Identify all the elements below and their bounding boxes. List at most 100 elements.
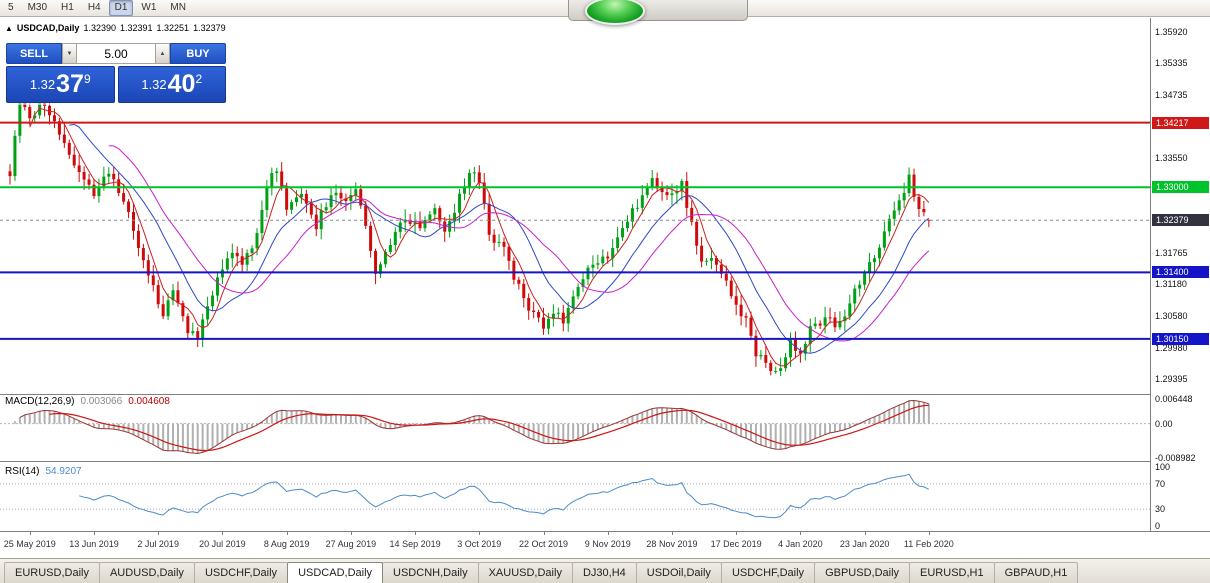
- chart-window: ▲ USDCAD,Daily 1.32390 1.32391 1.32251 1.3237…: [0, 18, 1210, 558]
- macd-axis-label: 0.00: [1155, 418, 1173, 429]
- rsi-value: 54.9207: [45, 466, 82, 477]
- price-axis-label: 1.30580: [1155, 310, 1188, 321]
- chart-tab-gbpaud-h1[interactable]: GBPAUD,H1: [993, 562, 1079, 583]
- timeframe-button-5[interactable]: 5: [2, 0, 20, 16]
- rsi-indicator-label: RSI(14) 54.9207: [5, 466, 82, 477]
- time-axis-label: 2 Jul 2019: [137, 539, 179, 549]
- time-axis-label: 17 Dec 2019: [710, 539, 762, 549]
- trade-panel-collapse-icon[interactable]: ▲: [5, 24, 13, 33]
- time-axis-tick: [671, 532, 673, 535]
- time-axis-tick: [286, 532, 288, 535]
- price-axis-label: 1.35920: [1155, 27, 1188, 37]
- buy-price-base: 1.32: [141, 77, 167, 92]
- chart-ohlc-header: ▲ USDCAD,Daily 1.32390 1.32391 1.32251 1.3237…: [5, 23, 230, 33]
- chart-tab-usdcnh-daily[interactable]: USDCNH,Daily: [382, 562, 479, 583]
- level-price-badge: 1.34217: [1152, 116, 1209, 129]
- overlay-tab: [568, 0, 748, 25]
- rsi-axis-label: 30: [1155, 504, 1166, 515]
- chart-tab-eurusd-daily[interactable]: EURUSD,Daily: [4, 562, 100, 583]
- chart-tab-usdcad-daily[interactable]: USDCAD,Daily: [287, 562, 384, 583]
- time-axis-label: 4 Jan 2020: [778, 539, 823, 549]
- sell-price-pips: 37: [56, 70, 84, 98]
- macd-name: MACD(12,26,9): [5, 396, 75, 407]
- time-axis-label: 13 Jun 2019: [69, 539, 119, 549]
- time-axis-label: 22 Oct 2019: [518, 539, 569, 549]
- symbol-label: USDCAD,Daily: [16, 23, 80, 33]
- chart-tab-usdchf-daily[interactable]: USDCHF,Daily: [193, 562, 289, 583]
- time-axis-tick: [415, 532, 417, 535]
- level-price-badge: 1.33000: [1152, 181, 1209, 194]
- buy-price-display[interactable]: 1.32 40 2: [117, 66, 226, 103]
- green-status-oval[interactable]: [585, 0, 645, 25]
- time-axis-label: 20 Jul 2019: [199, 539, 246, 549]
- time-axis-label: 28 Nov 2019: [646, 539, 698, 549]
- chart-tab-eurusd-h1[interactable]: EURUSD,H1: [909, 562, 995, 583]
- macd-axis-label: -0.008982: [1155, 453, 1196, 463]
- time-axis-tick: [350, 532, 352, 535]
- rsi-axis-label: 0: [1155, 521, 1161, 531]
- timeframe-button-d1[interactable]: D1: [108, 0, 134, 16]
- level-price-badge: 1.30150: [1152, 332, 1209, 345]
- price-axis-label: 1.33550: [1155, 153, 1188, 164]
- buy-button[interactable]: BUY: [170, 43, 226, 64]
- macd-signal-value: 0.004608: [128, 396, 170, 407]
- low-value: 1.32251: [156, 23, 190, 33]
- time-axis-tick: [928, 532, 930, 535]
- timeframe-button-h1[interactable]: H1: [55, 0, 80, 16]
- ma-line-5: [29, 107, 930, 367]
- time-axis-tick: [93, 532, 95, 535]
- time-axis-tick: [479, 532, 481, 535]
- time-axis-label: 14 Sep 2019: [389, 539, 441, 549]
- chart-tab-audusd-daily[interactable]: AUDUSD,Daily: [98, 562, 195, 583]
- timeframe-button-m30[interactable]: M30: [22, 0, 53, 16]
- chart-tab-usdchf-daily[interactable]: USDCHF,Daily: [720, 562, 816, 583]
- timeframe-button-w1[interactable]: W1: [135, 0, 162, 16]
- sell-price-point: 9: [83, 72, 91, 86]
- price-axis-label: 1.29980: [1155, 342, 1188, 353]
- rsi-line: [79, 473, 930, 519]
- time-axis-label: 23 Jan 2020: [839, 539, 890, 549]
- timeframe-button-mn[interactable]: MN: [164, 0, 192, 16]
- time-axis-tick: [800, 532, 802, 535]
- time-axis-tick: [222, 532, 224, 535]
- time-axis: 25 May 2019 13 Jun 2019 2 Jul 2019 20 Jul 2…: [0, 531, 1210, 558]
- volume-decrease-button[interactable]: ▼: [62, 43, 77, 64]
- open-value: 1.32390: [83, 23, 116, 33]
- sell-price-display[interactable]: 1.32 37 9: [6, 66, 115, 103]
- current-price-badge: 1.32379: [1152, 214, 1209, 227]
- price-axis-label: 1.34735: [1155, 90, 1188, 101]
- rsi-axis-label: 100: [1155, 462, 1171, 472]
- time-axis-tick: [29, 532, 31, 535]
- volume-input[interactable]: [77, 43, 155, 64]
- timeframe-button-h4[interactable]: H4: [82, 0, 107, 16]
- volume-increase-button[interactable]: ▲: [155, 43, 170, 64]
- chart-tabs-bar: EURUSD,Daily AUDUSD,Daily USDCHF,Daily USDC…: [0, 558, 1210, 583]
- macd-signal-line: [49, 404, 929, 452]
- close-value: 1.32379: [193, 23, 226, 33]
- rsi-axis-label: 70: [1155, 478, 1166, 489]
- price-chart-canvas[interactable]: [0, 18, 1150, 531]
- macd-line: [19, 399, 929, 455]
- candles: [8, 92, 931, 377]
- time-axis-label: 3 Oct 2019: [457, 539, 502, 549]
- chart-tab-dj30-h4[interactable]: DJ30,H4: [571, 562, 637, 583]
- chart-tab-usdoil-daily[interactable]: USDOil,Daily: [635, 562, 722, 583]
- sell-price-base: 1.32: [29, 77, 56, 92]
- chart-tab-xauusd-daily[interactable]: XAUUSD,Daily: [477, 562, 573, 583]
- time-axis-label: 11 Feb 2020: [903, 539, 954, 549]
- macd-indicator-label: MACD(12,26,9) 0.003066 0.004608: [5, 396, 170, 407]
- ma-line-21: [108, 145, 930, 342]
- time-axis-tick: [158, 532, 160, 535]
- time-axis-label: 27 Aug 2019: [325, 539, 377, 549]
- rsi-name: RSI(14): [5, 466, 40, 477]
- high-value: 1.32391: [119, 23, 153, 33]
- time-axis-label: 9 Nov 2019: [584, 539, 631, 549]
- price-axis: 1.35920 1.35335 1.34735 1.33550 1.31765 1.311…: [1150, 18, 1210, 531]
- time-axis-tick: [864, 532, 866, 535]
- sell-button[interactable]: SELL: [6, 43, 62, 64]
- price-axis-label: 1.35335: [1155, 58, 1188, 69]
- chart-tab-gbpusd-daily[interactable]: GBPUSD,Daily: [814, 562, 911, 583]
- time-axis-tick: [607, 532, 609, 535]
- time-axis-label: 25 May 2019: [3, 539, 56, 549]
